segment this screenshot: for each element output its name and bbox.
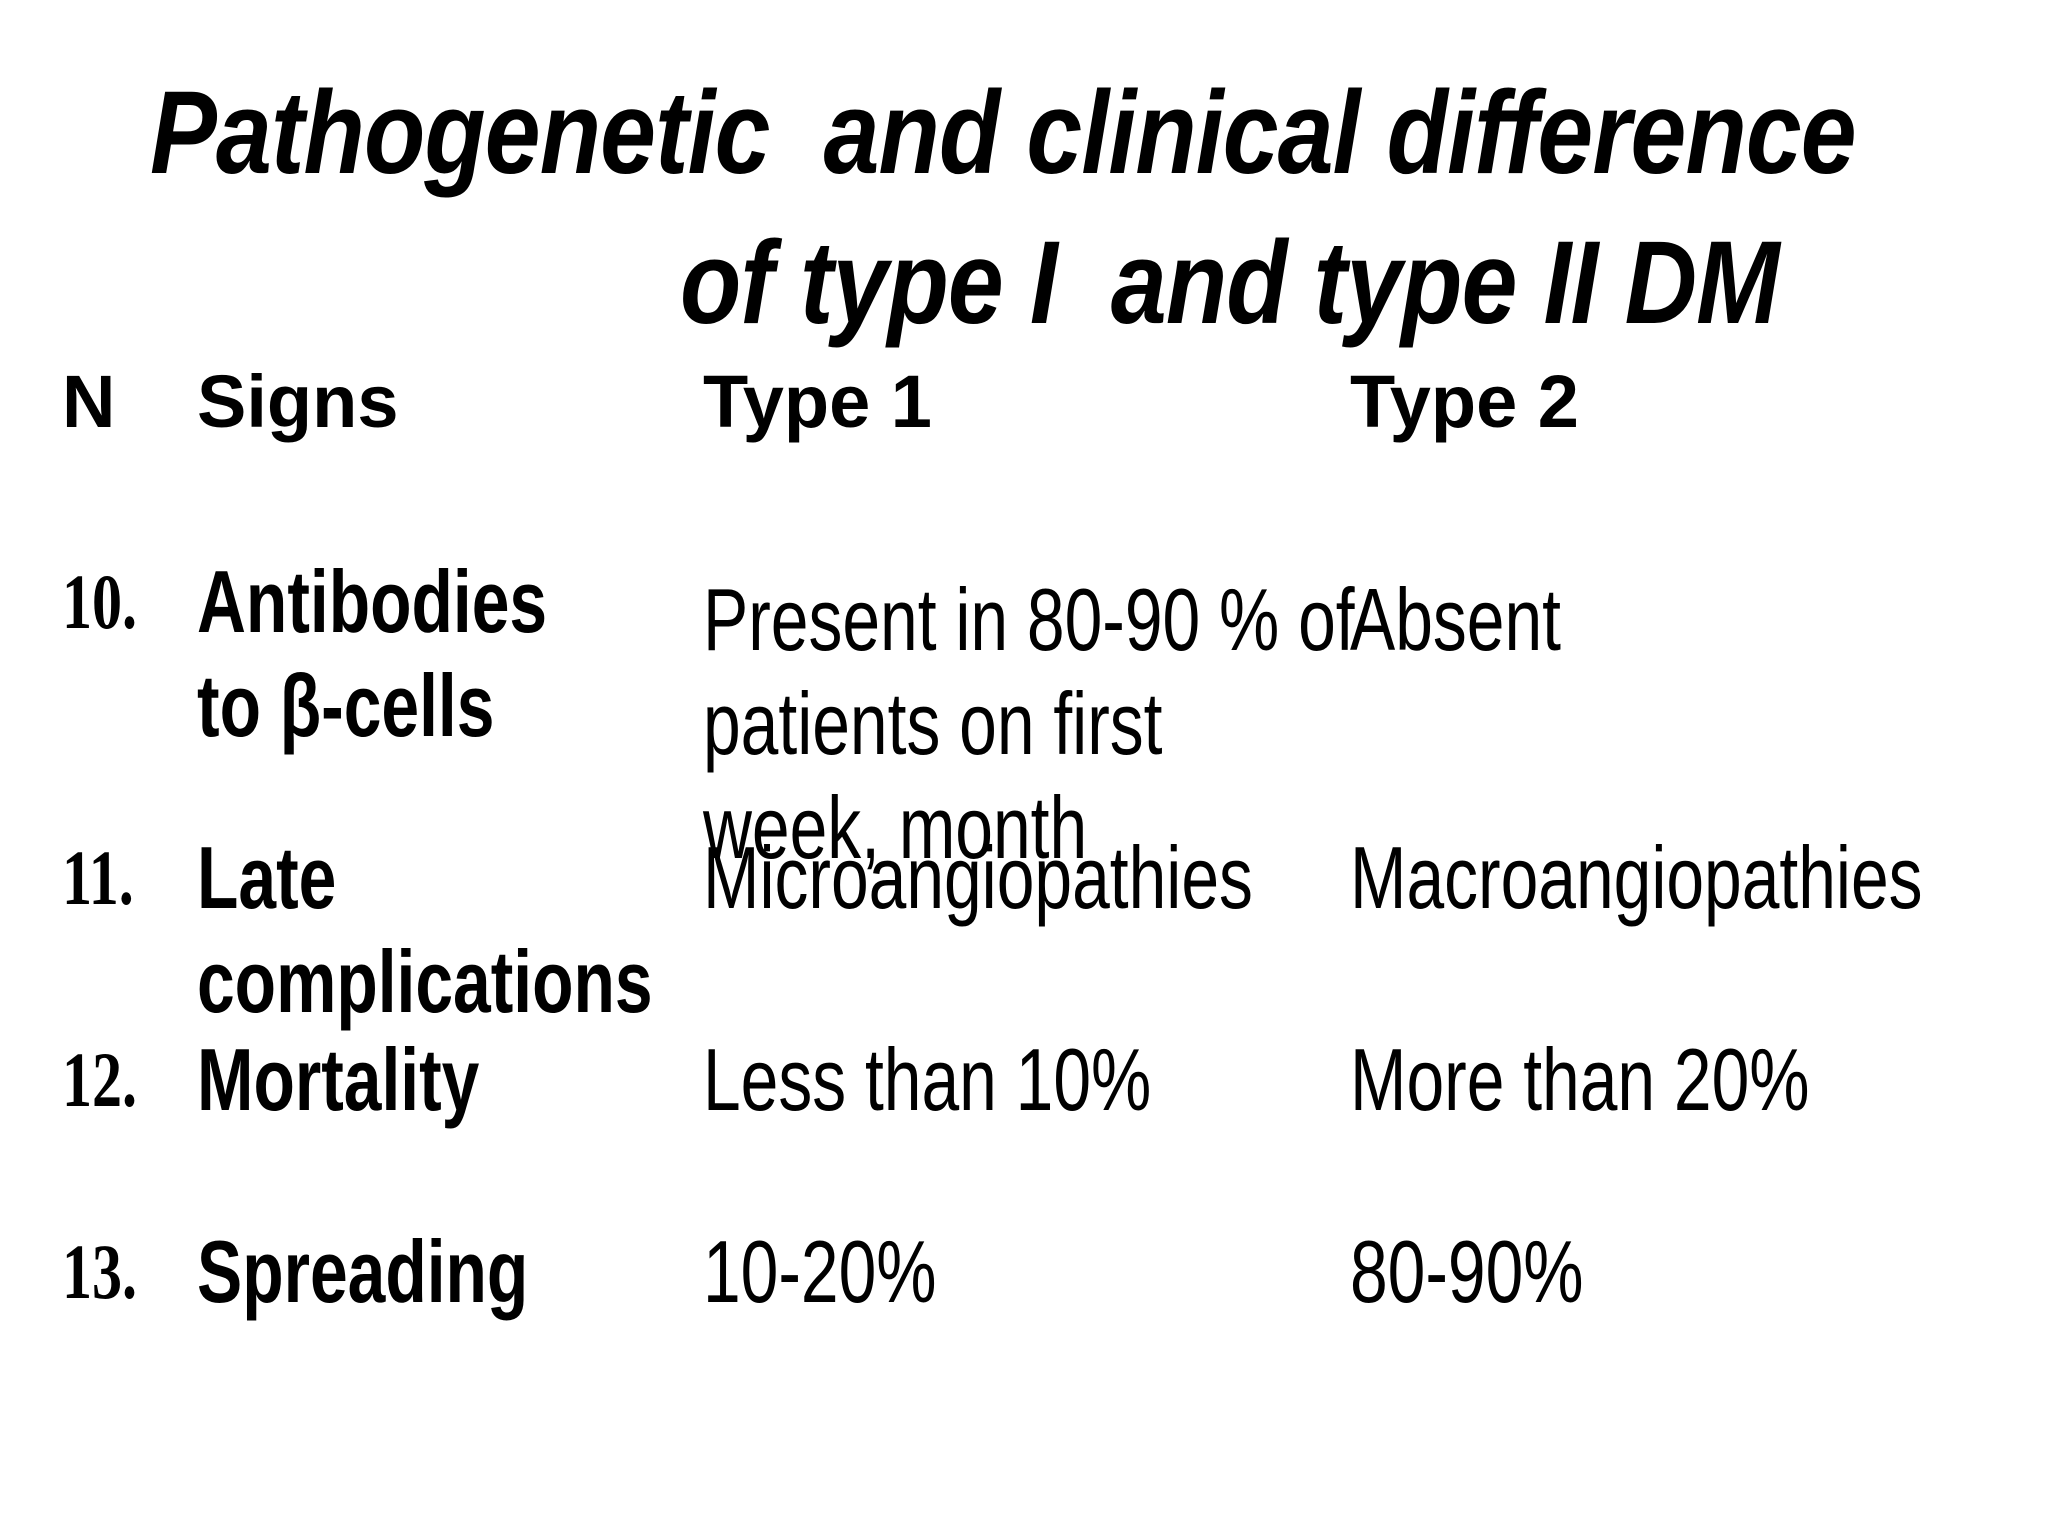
type1-cell: Present in 80-90 % of patients on first … [703,570,1355,877]
sign-cell: Mortality [197,1030,480,1129]
row-number: 10. [62,558,138,645]
type2-cell: Absent [1350,570,1561,669]
sign-cell: Antibodies to β-cells [197,552,548,755]
sign-cell: Spreading [197,1222,529,1321]
sign-cell: Late complications [197,828,653,1031]
row-number: 12. [62,1036,138,1123]
col-header-n: N [62,360,116,443]
col-header-type2: Type 2 [1350,360,1579,443]
type2-cell: Macroangiopathies [1350,828,1923,927]
row-number: 13. [62,1228,138,1315]
col-header-type1: Type 1 [703,360,932,443]
type1-cell: Less than 10% [703,1030,1152,1129]
type2-cell: 80-90% [1350,1222,1584,1321]
type2-cell: More than 20% [1350,1030,1810,1129]
type1-cell: 10-20% [703,1222,937,1321]
slide-title-line2: of type I and type II DM [680,217,1780,349]
type1-cell: Microangiopathies [703,828,1253,927]
col-header-signs: Signs [197,360,399,443]
slide-title-line1: Pathogenetic and clinical difference [150,67,1857,199]
row-number: 11. [62,834,134,921]
